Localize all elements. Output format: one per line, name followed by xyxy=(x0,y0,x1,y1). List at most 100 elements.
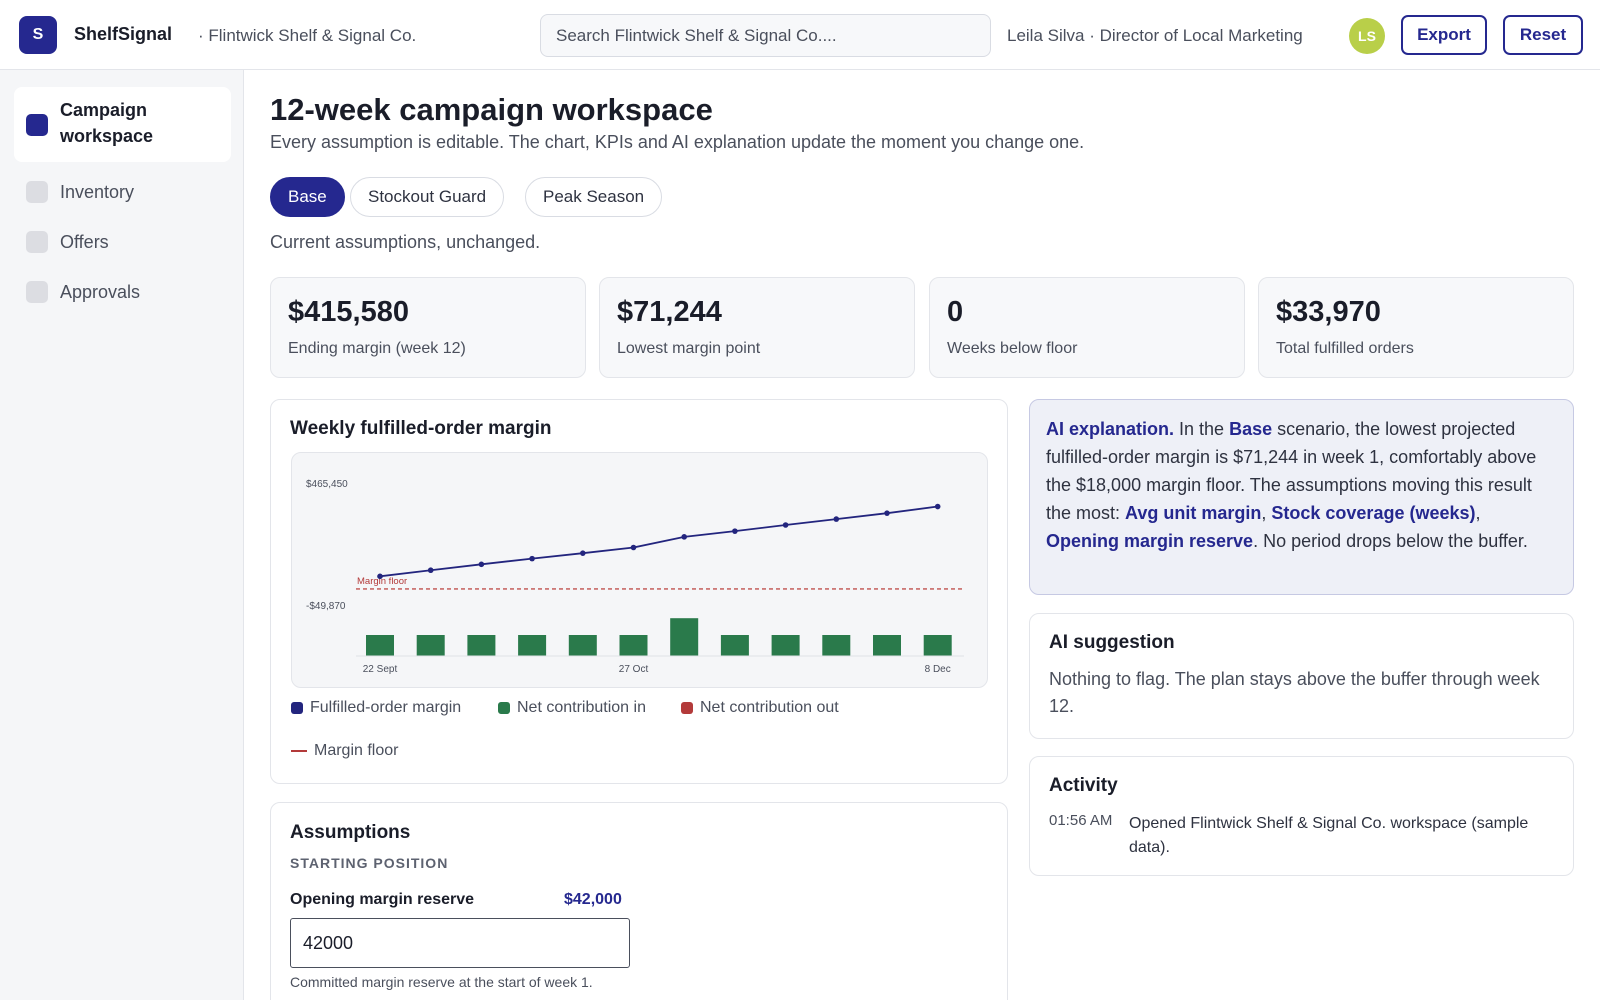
bar-net-in xyxy=(366,635,394,656)
x-tick-label: 22 Sept xyxy=(363,664,398,675)
ai-text: , xyxy=(1261,503,1272,523)
ai-explanation: AI explanation. In the Base scenario, th… xyxy=(1029,399,1574,595)
margin-point xyxy=(427,567,434,574)
kpi-value: $71,244 xyxy=(617,296,722,328)
field-help: Committed margin reserve at the start of… xyxy=(290,974,593,990)
kpi-label: Lowest margin point xyxy=(617,340,761,357)
avatar[interactable]: LS xyxy=(1349,18,1385,54)
activity-card: Activity 01:56 AM Opened Flintwick Shelf… xyxy=(1029,756,1574,876)
margin-point xyxy=(377,573,383,580)
kpi-value: $415,580 xyxy=(288,296,409,328)
margin-point xyxy=(732,528,738,534)
bar-net-in xyxy=(822,635,851,656)
sidebar-item-inventory[interactable]: Inventory xyxy=(14,172,231,212)
activity-title: Activity xyxy=(1049,775,1118,796)
margin-point xyxy=(478,561,485,568)
x-tick-label: 27 Oct xyxy=(619,664,649,675)
sidebar-item-campaign-workspace[interactable]: Campaign workspace xyxy=(14,87,231,162)
ai-driver-opening-reserve: Opening margin reserve xyxy=(1046,531,1254,551)
ai-suggestion-text: Nothing to flag. The plan stays above th… xyxy=(1049,669,1540,716)
activity-time: 01:56 AM xyxy=(1049,812,1113,829)
bar-net-in xyxy=(416,635,445,656)
tab-base[interactable]: Base xyxy=(270,177,345,217)
sidebar-item-label: Offers xyxy=(60,232,109,252)
bar-net-in xyxy=(568,635,597,656)
legend-label: Net contribution in xyxy=(517,699,646,716)
sidebar-item-approvals[interactable]: Approvals xyxy=(14,272,231,312)
page-subtitle: Every assumption is editable. The chart,… xyxy=(270,132,1085,152)
margin-point xyxy=(934,503,941,510)
chart-title: Weekly fulfilled-order margin xyxy=(290,418,552,439)
kpi-ending-margin: $415,580 Ending margin (week 12) xyxy=(270,277,586,378)
margin-point xyxy=(782,522,789,528)
kpi-lowest-margin: $71,244 Lowest margin point xyxy=(599,277,915,378)
bar-net-in xyxy=(619,635,648,656)
sidebar: Campaign workspace Inventory Offers Appr… xyxy=(0,70,244,1000)
app-logo: S xyxy=(19,16,57,54)
kpi-label: Total fulfilled orders xyxy=(1276,340,1414,357)
field-label: Opening margin reserve xyxy=(290,891,475,908)
chart-card: Weekly fulfilled-order margin $465,450 -$… xyxy=(270,399,1008,784)
kpi-label: Ending margin (week 12) xyxy=(288,340,466,357)
activity-text: Opened Flintwick Shelf & Signal Co. work… xyxy=(1129,815,1529,856)
bar-net-in xyxy=(467,635,496,656)
ai-driver-stock-coverage: Stock coverage (weeks) xyxy=(1271,503,1476,523)
sidebar-item-label: Approvals xyxy=(60,282,141,302)
ai-suggestion-title: AI suggestion xyxy=(1049,632,1175,653)
x-tick-label: 8 Dec xyxy=(925,664,951,675)
margin-chart: $465,450 -$49,870 Margin floor 22 Sept 27 Oc… xyxy=(306,479,964,675)
sidebar-item-label: Inventory xyxy=(60,182,135,202)
logo-letter: S xyxy=(32,26,44,43)
field-display-value: $42,000 xyxy=(564,891,622,908)
reset-button[interactable]: Reset xyxy=(1503,15,1583,55)
bar-net-in xyxy=(518,635,547,656)
legend-swatch-in xyxy=(498,702,510,714)
ai-scenario: Base xyxy=(1229,419,1273,439)
inventory-icon xyxy=(26,181,48,203)
legend-line-floor xyxy=(291,750,307,752)
bar-net-in xyxy=(670,618,699,656)
bar-net-in xyxy=(771,635,800,656)
margin-point xyxy=(630,544,637,551)
legend-label: Fulfilled-order margin xyxy=(310,699,462,716)
kpi-value: 0 xyxy=(947,296,964,328)
tab-stockout-guard[interactable]: Stockout Guard xyxy=(350,177,505,217)
ai-driver-avg-unit-margin: Avg unit margin xyxy=(1125,503,1262,523)
sidebar-item-label: Campaign workspace xyxy=(60,100,154,146)
assumptions-title: Assumptions xyxy=(290,822,411,843)
legend-margin: Fulfilled-order margin xyxy=(291,699,461,717)
ai-suggestion-card: AI suggestion Nothing to flag. The plan … xyxy=(1029,613,1574,739)
offers-icon xyxy=(26,231,48,253)
export-button[interactable]: Export xyxy=(1401,15,1487,55)
avatar-initials: LS xyxy=(1358,28,1376,44)
bar-net-in xyxy=(923,635,952,656)
search-input[interactable] xyxy=(540,14,991,57)
margin-point xyxy=(884,510,890,516)
ai-text: scenario, the lowest projected fulfilled… xyxy=(1046,419,1537,523)
legend-net-in: Net contribution in xyxy=(498,699,646,717)
org-name: · Flintwick Shelf & Signal Co. xyxy=(198,26,417,45)
legend-label: Margin floor xyxy=(314,742,399,759)
ai-explanation-lead: AI explanation. xyxy=(1046,419,1175,439)
tab-peak-season[interactable]: Peak Season xyxy=(525,177,663,217)
top-bar: S ShelfSignal · Flintwick Shelf & Signal… xyxy=(0,0,1600,70)
legend-floor: Margin floor xyxy=(291,742,398,760)
margin-line xyxy=(379,505,938,578)
sidebar-item-offers[interactable]: Offers xyxy=(14,222,231,262)
y-tick-label: -$49,870 xyxy=(306,601,346,612)
section-label: STARTING POSITION xyxy=(290,855,449,871)
legend-swatch-out xyxy=(681,702,693,714)
scenario-note: Current assumptions, unchanged. xyxy=(270,232,541,252)
kpi-weeks-below-floor: 0 Weeks below floor xyxy=(929,277,1245,378)
legend-label: Net contribution out xyxy=(700,699,839,716)
opening-margin-reserve-input[interactable] xyxy=(290,918,630,968)
kpi-value: $33,970 xyxy=(1276,296,1381,328)
app-name: ShelfSignal xyxy=(74,24,173,44)
margin-point xyxy=(529,555,535,562)
kpi-total-fulfilled-orders: $33,970 Total fulfilled orders xyxy=(1258,277,1574,378)
kpi-label: Weeks below floor xyxy=(947,340,1078,357)
y-tick-label: $465,450 xyxy=(306,479,348,490)
margin-point xyxy=(580,550,586,556)
bar-net-in xyxy=(873,635,901,656)
page-title: 12-week campaign workspace xyxy=(270,92,713,127)
